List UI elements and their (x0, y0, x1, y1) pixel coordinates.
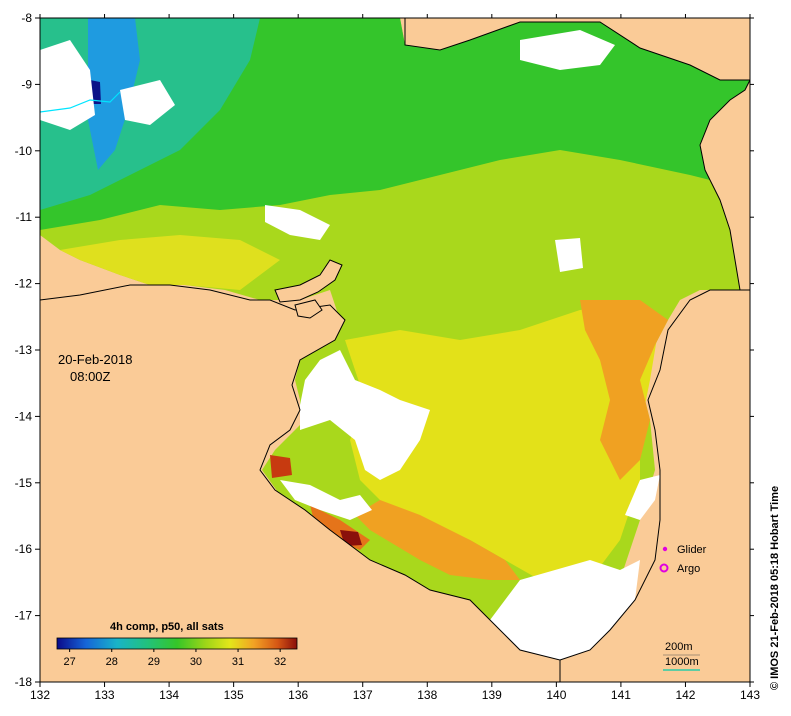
x-tick-label: 133 (95, 688, 115, 702)
x-tick-label: 141 (611, 688, 631, 702)
x-tick-label: 138 (417, 688, 437, 702)
x-tick-label: 142 (675, 688, 695, 702)
depth-200-label: 200m (665, 641, 693, 653)
cloud-gap-northwest (40, 40, 95, 130)
hot-water-east-coast (580, 300, 668, 480)
colorbar-tick-label: 31 (232, 656, 244, 668)
glider-marker-icon (662, 546, 668, 552)
warm-water-band (345, 305, 660, 580)
colorbar-tick-label: 32 (274, 656, 286, 668)
y-tick-label: -12 (15, 277, 33, 291)
colorbar-title: 4h comp, p50, all sats (110, 621, 224, 633)
depth-1000-label: 1000m (665, 656, 699, 668)
y-tick-label: -17 (15, 609, 33, 623)
y-tick-label: -15 (15, 476, 33, 490)
y-tick-label: -14 (15, 409, 33, 423)
imos-credit: © IMOS 21-Feb-2018 05:18 Hobart Time (769, 486, 781, 690)
argo-marker-icon (659, 563, 669, 573)
x-tick-label: 134 (159, 688, 179, 702)
x-tick-label: 135 (224, 688, 244, 702)
colorbar-tick-label: 27 (64, 656, 76, 668)
x-tick-label: 140 (546, 688, 566, 702)
map-plot-area (40, 18, 750, 682)
cloud-gap-gulf (300, 350, 430, 480)
y-tick-label: -9 (21, 77, 32, 91)
glider-legend: Glider (662, 544, 707, 556)
date-label: 20-Feb-2018 (58, 352, 132, 367)
cloud-gap-north (520, 30, 615, 70)
x-axis: 132 133 134 135 136 137 138 139 140 141 142 143 (30, 14, 760, 702)
cloud-gap-east-small (555, 238, 583, 272)
y-tick-label: -18 (15, 675, 33, 689)
x-tick-label: 139 (482, 688, 502, 702)
cloud-gap-east (625, 475, 660, 520)
warm-water-west (60, 235, 280, 290)
y-tick-label: -16 (15, 542, 33, 556)
argo-label: Argo (677, 563, 700, 575)
colorbar-ramp (56, 637, 298, 650)
colorbar-ticks: 27 28 29 30 31 32 (64, 649, 286, 668)
y-tick-label: -10 (15, 144, 33, 158)
y-tick-label: -8 (21, 11, 32, 25)
cloud-gap-southwest (280, 480, 372, 520)
x-tick-label: 136 (288, 688, 308, 702)
wessel-island (294, 299, 323, 319)
hot-water-south (355, 500, 520, 580)
colorbar-tick-label: 30 (190, 656, 202, 668)
cape-york-land (404, 18, 750, 81)
glider-label: Glider (677, 544, 707, 556)
colorbar: 4h comp, p50, all sats 27 28 29 30 31 32 (56, 621, 298, 668)
depth-legend: 200m 1000m (663, 641, 700, 671)
x-tick-label: 137 (353, 688, 373, 702)
arnhem-land (40, 284, 561, 682)
hot-spot-west (270, 455, 292, 478)
x-tick-label: 132 (30, 688, 50, 702)
coldest-water-west (88, 18, 140, 170)
time-label: 08:00Z (70, 369, 111, 384)
cloud-gap-west (120, 80, 175, 125)
x-tick-label: 143 (740, 688, 760, 702)
y-tick-label: -13 (15, 343, 33, 357)
argo-legend: Argo (659, 563, 700, 575)
cloud-gap-central (265, 205, 330, 240)
colorbar-tick-label: 29 (148, 656, 160, 668)
cyan-feature-line (40, 91, 121, 113)
groote-island (274, 259, 343, 303)
colorbar-tick-label: 28 (106, 656, 118, 668)
cloud-gap-south (490, 560, 640, 660)
y-axis: -8 -9 -10 -11 -12 -13 -14 -15 -16 -17 -18 (15, 11, 754, 689)
y-tick-label: -11 (16, 210, 33, 224)
